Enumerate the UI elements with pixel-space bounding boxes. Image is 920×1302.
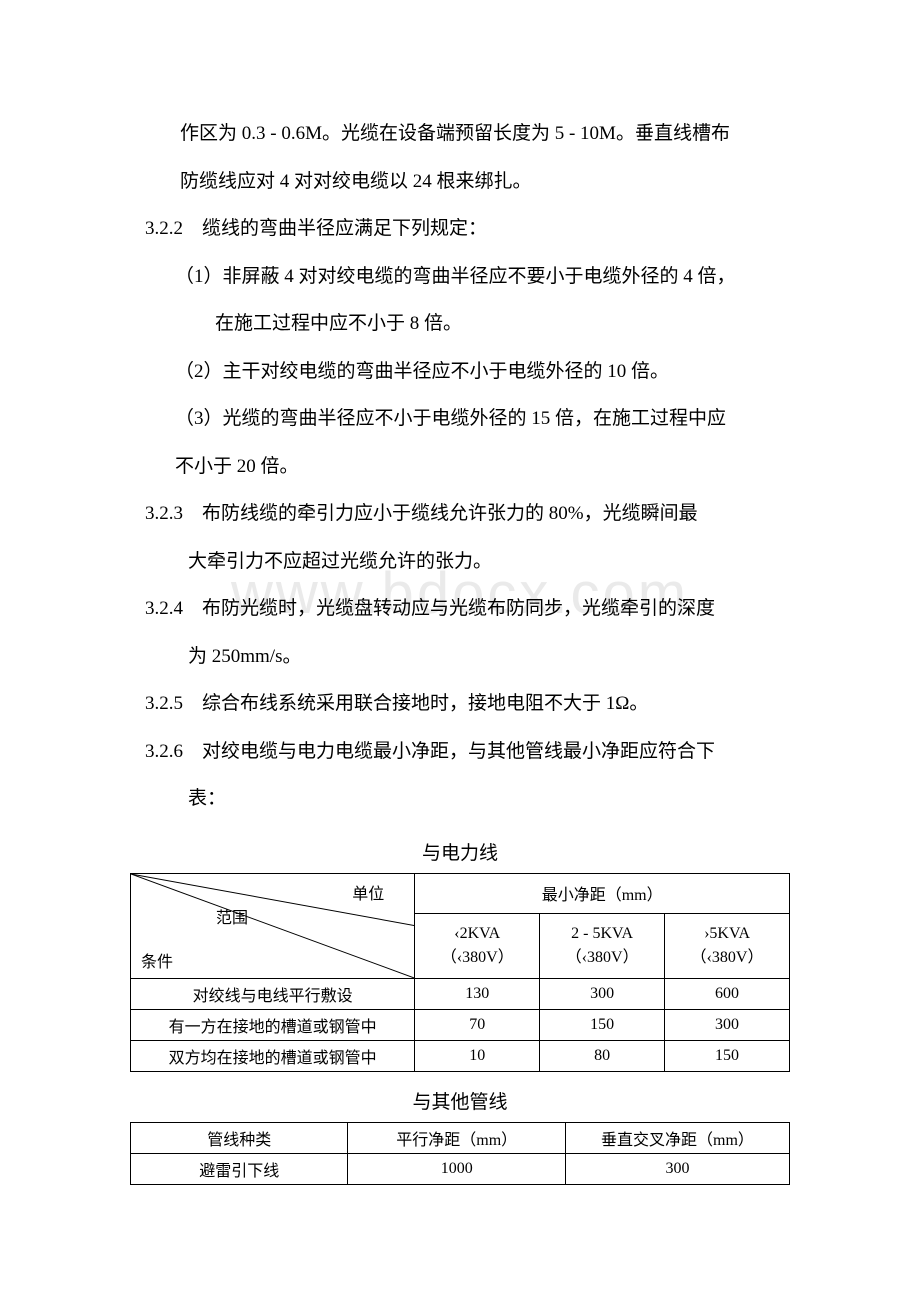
heading-3-2-3-cont: 大牵引力不应超过光缆允许的张力。 [130,538,790,586]
diag-label-range: 范围 [216,904,248,928]
paragraph-continuation: 作区为 0.3 - 0.6M。光缆在设备端预留长度为 5 - 10M。垂直线槽布 [130,110,790,158]
table-row: 单位 范围 条件 最小净距（mm） [131,873,790,914]
diag-label-unit: 单位 [352,880,384,904]
cell-value: 80 [540,1040,665,1071]
table1-title: 与电力线 [130,838,790,865]
cell-value: 150 [665,1040,790,1071]
cell-value: 避雷引下线 [131,1153,348,1184]
table-row: 管线种类 平行净距（mm） 垂直交叉净距（mm） [131,1122,790,1153]
heading-3-2-4-cont: 为 250mm/s。 [130,633,790,681]
list-item-1-cont: 在施工过程中应不小于 8 倍。 [130,300,790,348]
document-body: 作区为 0.3 - 0.6M。光缆在设备端预留长度为 5 - 10M。垂直线槽布… [130,110,790,823]
table-power-lines: 单位 范围 条件 最小净距（mm） ‹2KVA （‹380V） 2 - 5KVA… [130,873,790,1072]
cell-value: 300 [540,978,665,1009]
col-header-1: ‹2KVA （‹380V） [415,914,540,978]
paragraph-continuation: 防缆线应对 4 对对绞电缆以 24 根来绑扎。 [130,158,790,206]
table2-title: 与其他管线 [130,1087,790,1114]
cell-value: 1000 [348,1153,565,1184]
col-header-line1: ‹2KVA [420,925,534,943]
col-header-line2: （‹380V） [670,943,784,967]
heading-3-2-5: 3.2.5 综合布线系统采用联合接地时，接地电阻不大于 1Ω。 [130,680,790,728]
table-other-lines: 管线种类 平行净距（mm） 垂直交叉净距（mm） 避雷引下线 1000 300 [130,1122,790,1185]
heading-3-2-6-cont: 表： [130,775,790,823]
col-header-2: 2 - 5KVA （‹380V） [540,914,665,978]
heading-3-2-3: 3.2.3 布防线缆的牵引力应小于缆线允许张力的 80%，光缆瞬间最 [130,490,790,538]
list-item-3: （3）光缆的弯曲半径应不小于电缆外径的 15 倍，在施工过程中应 [130,395,790,443]
col-header-line2: （‹380V） [420,943,534,967]
table-row: 有一方在接地的槽道或钢管中 70 150 300 [131,1009,790,1040]
cell-value: 150 [540,1009,665,1040]
list-item-2: （2）主干对绞电缆的弯曲半径应不小于电缆外径的 10 倍。 [130,348,790,396]
heading-3-2-2: 3.2.2 缆线的弯曲半径应满足下列规定： [130,205,790,253]
col-header-3: ›5KVA （‹380V） [665,914,790,978]
cell-value: 10 [415,1040,540,1071]
heading-3-2-4: 3.2.4 布防光缆时，光缆盘转动应与光缆布防同步，光缆牵引的深度 [130,585,790,633]
col-header: 平行净距（mm） [348,1122,565,1153]
table-row: 对绞线与电线平行敷设 130 300 600 [131,978,790,1009]
list-item-3-cont: 不小于 20 倍。 [130,443,790,491]
col-header: 垂直交叉净距（mm） [565,1122,789,1153]
cell-value: 300 [565,1153,789,1184]
list-item-1: （1）非屏蔽 4 对对绞电缆的弯曲半径应不要小于电缆外径的 4 倍， [130,253,790,301]
table-row: 避雷引下线 1000 300 [131,1153,790,1184]
table-row: 双方均在接地的槽道或钢管中 10 80 150 [131,1040,790,1071]
cell-value: 130 [415,978,540,1009]
header-min-distance: 最小净距（mm） [415,873,790,914]
col-header-line2: （‹380V） [545,943,659,967]
col-header: 管线种类 [131,1122,348,1153]
row-label: 对绞线与电线平行敷设 [131,978,415,1009]
col-header-line1: ›5KVA [670,925,784,943]
row-label: 双方均在接地的槽道或钢管中 [131,1040,415,1071]
cell-value: 600 [665,978,790,1009]
cell-value: 70 [415,1009,540,1040]
diag-label-cond: 条件 [141,948,173,972]
cell-value: 300 [665,1009,790,1040]
row-label: 有一方在接地的槽道或钢管中 [131,1009,415,1040]
col-header-line1: 2 - 5KVA [545,925,659,943]
heading-3-2-6: 3.2.6 对绞电缆与电力电缆最小净距，与其他管线最小净距应符合下 [130,728,790,776]
diagonal-header-cell: 单位 范围 条件 [131,873,415,978]
